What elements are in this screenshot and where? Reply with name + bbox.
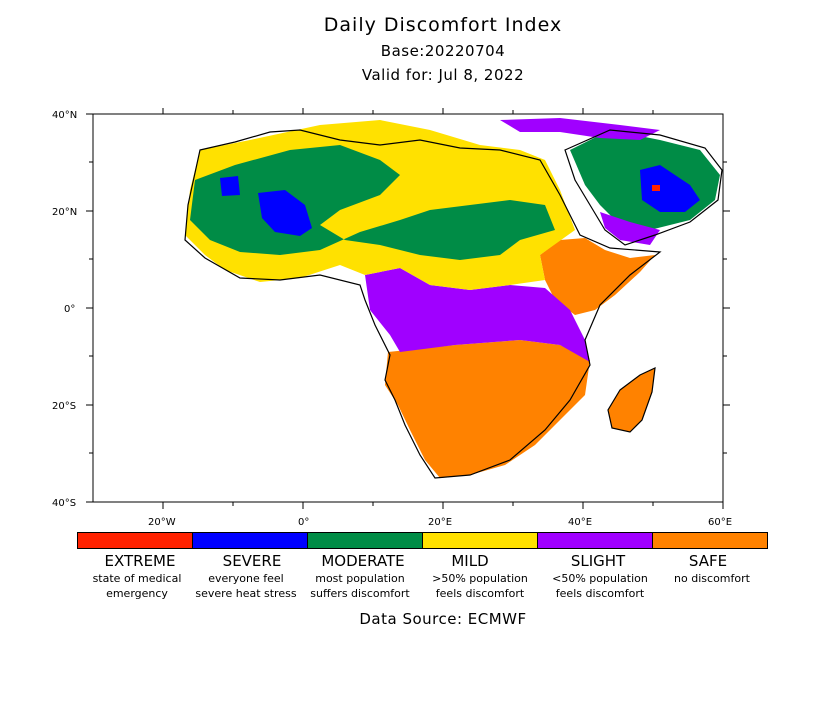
region-slight-central [365,268,590,362]
lat-label-40n: 40°N [52,110,77,121]
legend-desc-extreme-1: state of medical [92,572,182,585]
lon-label-20w: 20°W [148,517,176,528]
region-safe-south [385,340,590,478]
legend-desc-severe-1: everyone feel [208,572,284,585]
region-safe-madagascar [608,368,655,432]
region-safe-horn [540,238,655,315]
data-source: Data Source: ECMWF [359,610,527,628]
region-severe-west [258,190,312,236]
legend-swatch-severe [192,532,308,549]
legend-label-extreme: EXTREME [104,552,176,570]
legend-label-mild: MILD [451,552,489,570]
legend-desc-slight-2: feels discomfort [555,587,645,600]
map-title: Daily Discomfort Index [323,14,563,36]
legend-desc-slight-1: <50% population [552,572,648,585]
region-severe-gulf [640,165,700,212]
legend-desc-severe: everyone feel severe heat stress [186,571,306,601]
lon-label-60e: 60°E [708,517,732,528]
lon-label-0: 0° [298,517,309,528]
lat-label-40s: 40°S [52,498,76,509]
legend-desc-severe-2: severe heat stress [195,587,297,600]
legend-desc-moderate-1: most population [315,572,405,585]
legend-desc-extreme-2: emergency [106,587,168,600]
legend-desc-mild-2: feels discomfort [435,587,525,600]
legend-swatch-slight [537,532,653,549]
legend-label-severe: SEVERE [222,552,282,570]
legend-desc-moderate-2: suffers discomfort [310,587,410,600]
legend-desc-extreme: state of medical emergency [77,571,197,601]
legend-swatch-moderate [307,532,423,549]
legend-label-moderate: MODERATE [321,552,405,570]
axis-ticks [86,108,730,509]
legend-desc-slight: <50% population feels discomfort [540,571,660,601]
legend-desc-moderate: most population suffers discomfort [300,571,420,601]
legend-swatch-safe [652,532,768,549]
legend-swatch-mild [422,532,538,549]
africa-coastline [184,129,662,479]
madagascar-coastline [607,366,656,433]
arabia-coastline [564,129,723,246]
valid-date: Valid for: Jul 8, 2022 [361,66,525,84]
region-extreme-spot [652,185,660,191]
lat-label-0: 0° [64,304,75,315]
legend-label-slight: SLIGHT [570,552,626,570]
region-slight-arabia [600,212,660,245]
base-date: Base:20220704 [380,42,506,60]
lat-label-20s: 20°S [52,401,76,412]
region-severe-west-small [220,176,240,196]
legend-desc-safe-1: no discomfort [674,572,750,585]
lon-label-20e: 20°E [428,517,452,528]
lat-label-20n: 20°N [52,207,77,218]
lon-label-40e: 40°E [568,517,592,528]
legend-desc-safe: no discomfort [652,571,772,586]
legend-swatch-extreme [77,532,193,549]
legend-desc-mild-1: >50% population [432,572,528,585]
legend-label-safe: SAFE [688,552,728,570]
region-slight-north [500,118,660,140]
map-fills [185,118,720,478]
legend-desc-mild: >50% population feels discomfort [420,571,540,601]
